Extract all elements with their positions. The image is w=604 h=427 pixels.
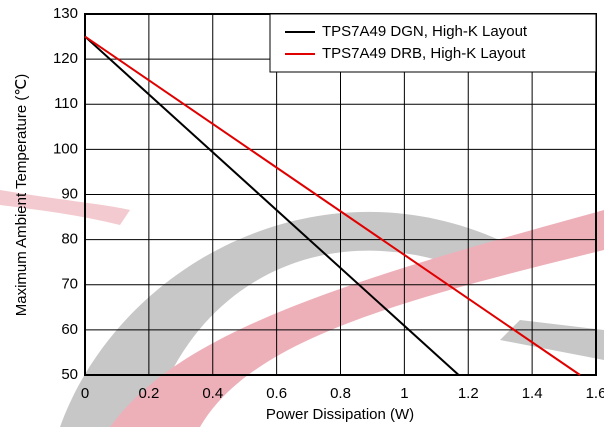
y-tick-label: 130 [53, 5, 78, 22]
legend-label: TPS7A49 DGN, High-K Layout [322, 23, 528, 40]
y-tick-label: 120 [53, 50, 78, 67]
x-tick-label: 1.6 [586, 385, 604, 402]
watermark [0, 190, 604, 427]
legend-label: TPS7A49 DRB, High-K Layout [322, 45, 526, 62]
x-tick-label: 1.2 [458, 385, 479, 402]
y-tick-label: 80 [61, 231, 78, 248]
y-tick-label: 100 [53, 140, 78, 157]
data-line [84, 35, 581, 376]
y-axis-label: Maximum Ambient Temperature (℃) [13, 74, 30, 316]
y-tick-label: 50 [61, 366, 78, 383]
x-tick-label: 0 [81, 385, 89, 402]
y-tick-label: 70 [61, 276, 78, 293]
y-tick-label: 90 [61, 185, 78, 202]
x-axis-label: Power Dissipation (W) [266, 406, 414, 423]
legend-box [269, 13, 597, 73]
x-tick-label: 0.2 [138, 385, 159, 402]
x-tick-label: 1 [400, 385, 408, 402]
y-tick-label: 110 [54, 95, 78, 112]
x-tick-label: 0.8 [330, 385, 351, 402]
y-tick-label: 60 [61, 321, 78, 338]
x-tick-label: 1.4 [522, 385, 543, 402]
data-line [84, 35, 460, 376]
x-tick-label: 0.4 [202, 385, 223, 402]
x-tick-label: 0.6 [266, 385, 287, 402]
